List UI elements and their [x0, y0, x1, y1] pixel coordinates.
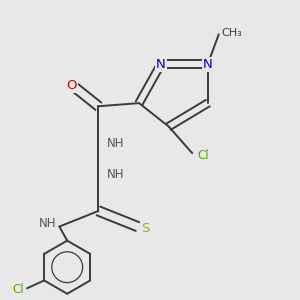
Text: N: N [156, 58, 166, 70]
Text: S: S [141, 222, 150, 235]
Text: NH: NH [107, 169, 124, 182]
Text: Cl: Cl [197, 149, 208, 162]
Text: CH₃: CH₃ [222, 28, 243, 38]
Text: N: N [203, 58, 213, 70]
Text: NH: NH [107, 137, 124, 150]
Text: NH: NH [39, 217, 56, 230]
Text: O: O [67, 80, 77, 92]
Text: Cl: Cl [13, 283, 25, 296]
